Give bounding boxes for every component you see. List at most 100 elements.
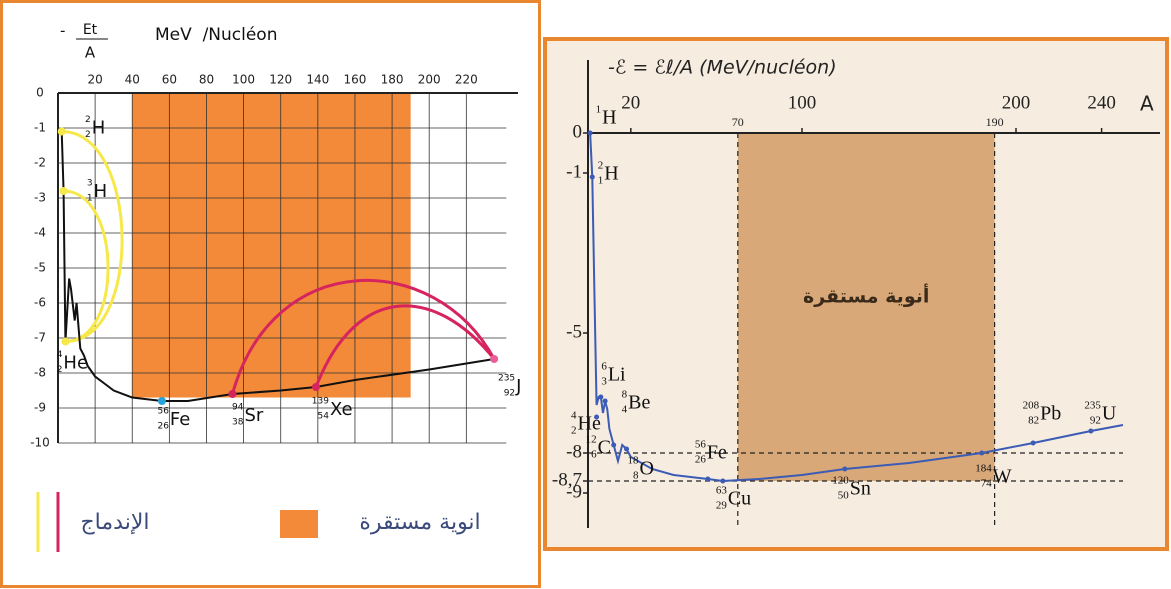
nuclide-point xyxy=(611,442,617,448)
x-tick-label: 200 xyxy=(418,73,441,87)
atomic-number: 2 xyxy=(57,365,63,375)
atomic-number: 8 xyxy=(633,470,639,482)
y-tick-label: -5 xyxy=(566,321,582,342)
x-tick-label: 60 xyxy=(162,73,177,87)
nuclide-point xyxy=(1030,440,1036,446)
x-tick-label: 100 xyxy=(788,92,817,113)
mass-number: 8 xyxy=(622,389,628,401)
mass-number: 235 xyxy=(1084,400,1101,412)
x-tick-label: 20 xyxy=(621,92,640,113)
x-tick-label: 140 xyxy=(306,73,329,87)
nuclide-point xyxy=(594,414,600,420)
y-tick-label: -10 xyxy=(30,436,50,450)
fission-arc xyxy=(231,278,496,395)
title-numerator: Et xyxy=(83,22,98,38)
nuclide-symbol: Fe xyxy=(707,442,727,464)
fission-arc xyxy=(314,304,496,388)
nuclide-symbol: Be xyxy=(628,392,650,414)
y-tick-label: -3 xyxy=(34,191,46,205)
atomic-number: 4 xyxy=(622,404,628,416)
stable-region xyxy=(132,93,411,398)
region-edge-label: 70 xyxy=(732,115,744,129)
title-sign: - xyxy=(60,22,65,40)
nuclide-point xyxy=(490,355,499,363)
nuclide-symbol: H xyxy=(602,107,616,129)
nuclide-point xyxy=(59,187,68,195)
legend-label: انوية مستقرة xyxy=(359,510,480,535)
x-tick-label: 80 xyxy=(199,73,214,87)
nuclide-point xyxy=(1088,428,1094,434)
nuclide-symbol: Sn xyxy=(850,478,871,500)
y-tick-label: -6 xyxy=(34,296,46,310)
atomic-number: 82 xyxy=(1028,415,1039,427)
mass-number: 94 xyxy=(232,403,244,413)
nuclide-point xyxy=(589,174,595,180)
mass-number: 6 xyxy=(601,361,607,373)
y-tick-label: -5 xyxy=(34,261,46,275)
y-tick-label: 0 xyxy=(36,86,44,100)
x-tick-label: 100 xyxy=(232,73,255,87)
mass-number: 12 xyxy=(586,434,597,446)
nuclide-point xyxy=(311,383,320,391)
x-tick-label: 20 xyxy=(87,73,102,87)
nuclide-point xyxy=(979,450,985,456)
mass-number: 18 xyxy=(628,455,640,467)
nuclide-symbol: He xyxy=(63,353,88,374)
nuclide-point xyxy=(842,466,848,472)
atomic-number: 3 xyxy=(601,376,607,388)
x-tick-label: 160 xyxy=(344,73,367,87)
y-tick-label: -7 xyxy=(34,331,46,345)
atomic-number: 54 xyxy=(318,412,330,422)
atomic-number: 74 xyxy=(981,478,993,490)
y-tick-label: -8,7 xyxy=(552,469,582,490)
nuclide-point xyxy=(602,398,608,404)
nuclide-symbol: W xyxy=(993,466,1012,488)
nuclide-symbol: C xyxy=(598,437,611,459)
region-label: أنوية مستقرة xyxy=(803,284,929,308)
chart-0: 0 -1 -2 -3 -4 -5 -6 -7 -8 -9 -10 20 40 60 80 100 120 140 1… xyxy=(30,73,521,552)
x-tick-label: 120 xyxy=(269,73,292,87)
nuclide-symbol: H xyxy=(94,181,108,202)
atomic-number: 26 xyxy=(157,422,169,432)
atomic-number: 50 xyxy=(838,490,850,502)
y-tick-label: -9 xyxy=(34,401,46,415)
y-axis-label: -ℰ = ℰℓ/A (MeV/nucléon) xyxy=(608,57,837,79)
region-edge-label: 190 xyxy=(986,115,1004,129)
nuclide-symbol: Fe xyxy=(170,409,190,430)
atomic-number: 6 xyxy=(591,449,597,461)
y-tick-label: -9 xyxy=(566,481,582,502)
atomic-number: 29 xyxy=(716,500,728,512)
mass-number: 120 xyxy=(832,475,849,487)
nuclide-symbol: O xyxy=(640,458,654,480)
mass-number: 63 xyxy=(716,485,728,497)
fusion-arc xyxy=(61,130,124,343)
mass-number: 4 xyxy=(57,350,63,360)
nuclide-point xyxy=(624,446,630,452)
mass-number: 2 xyxy=(598,160,604,172)
y-tick-label: -8 xyxy=(566,441,582,462)
x-tick-label: 180 xyxy=(381,73,404,87)
atomic-number: 2 xyxy=(85,130,91,140)
mass-number: 139 xyxy=(312,397,329,407)
nuclide-point xyxy=(705,476,711,482)
nuclide-point xyxy=(61,337,70,346)
nuclide-point xyxy=(228,390,237,398)
nuclide-point xyxy=(57,127,66,136)
x-tick-label: 220 xyxy=(455,73,478,87)
mass-number: 184 xyxy=(975,463,992,475)
x-tick-label: 200 xyxy=(1002,92,1031,113)
mass-number: 3 xyxy=(87,179,93,189)
nuclide-point xyxy=(598,394,604,400)
y-tick-label: -8 xyxy=(34,366,46,380)
fusion-arc xyxy=(63,189,110,343)
title-denominator: A xyxy=(85,44,96,62)
mass-number: 1 xyxy=(596,104,602,116)
mass-number: 4 xyxy=(571,410,577,422)
x-axis-label: A xyxy=(1140,92,1154,116)
mass-number: 56 xyxy=(695,439,707,451)
nuclide-symbol: J xyxy=(515,376,521,397)
legend-swatch xyxy=(280,510,318,538)
